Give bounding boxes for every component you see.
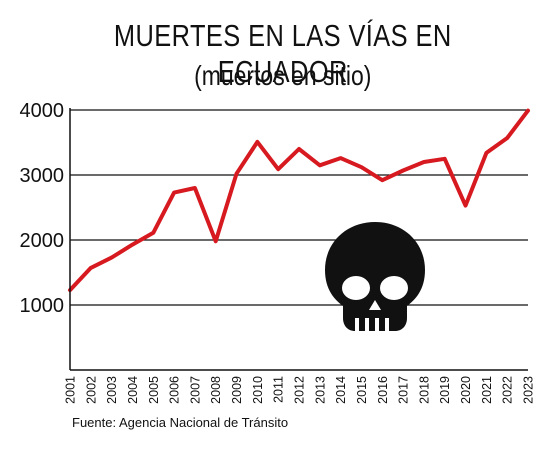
x-tick-label-2008: 2008 [209,376,223,404]
data-point-2019 [443,157,447,161]
data-point-2012 [297,147,301,151]
data-point-2022 [505,136,509,140]
gridlines [70,109,528,306]
data-point-2005 [151,231,155,235]
x-tick-label-2005: 2005 [147,376,161,404]
data-point-2014 [339,156,343,160]
x-axis-tick-labels: 2001 2002 2003 2004 2005 2006 2007 2008 2009 2010… [64,376,536,404]
data-point-2002 [89,266,93,270]
y-tick-label-1000: 1000 [20,295,65,317]
x-tick-label-2016: 2016 [376,376,390,404]
series-line [68,108,530,293]
y-tick-label-3000: 3000 [20,165,65,187]
x-tick-label-2019: 2019 [438,376,452,404]
x-tick-label-2018: 2018 [417,376,431,404]
data-point-2021 [484,151,488,155]
x-tick-label-2006: 2006 [168,376,182,404]
x-tick-label-2013: 2013 [313,376,327,404]
data-point-2004 [130,243,134,247]
x-tick-label-2004: 2004 [126,376,140,404]
x-tick-label-2007: 2007 [188,376,202,404]
data-point-2023 [526,109,530,113]
x-tick-label-2003: 2003 [105,376,119,404]
y-tick-label-4000: 4000 [20,100,65,122]
data-point-2010 [255,140,259,144]
skull-icon [325,222,425,332]
data-point-2016 [380,178,384,182]
data-point-2008 [214,239,218,243]
x-tick-label-2017: 2017 [397,376,411,404]
data-point-2013 [318,163,322,167]
data-point-2009 [235,172,239,176]
source-note: Fuente: Agencia Nacional de Tránsito [72,415,289,430]
x-tick-label-2001: 2001 [64,376,78,404]
y-axis-tick-labels: 1000 2000 3000 4000 [20,100,65,317]
data-point-2006 [172,191,176,195]
x-tick-label-2012: 2012 [293,376,307,404]
deaths-line [68,108,530,293]
x-tick-label-2002: 2002 [84,376,98,404]
x-tick-label-2015: 2015 [355,376,369,404]
data-point-2011 [276,167,280,171]
data-point-2007 [193,186,197,190]
chart-subtitle: (muertos en sitio) [194,60,372,91]
x-tick-label-2014: 2014 [334,376,348,404]
x-tick-label-2011: 2011 [272,376,286,403]
chart-title: MUERTES EN LAS VÍAS EN ECUADOR [113,18,452,89]
data-point-2015 [359,165,363,169]
x-tick-label-2020: 2020 [459,376,473,404]
data-point-2017 [401,168,405,172]
x-tick-label-2021: 2021 [480,376,494,404]
axes [69,108,528,371]
x-tick-label-2023: 2023 [522,376,536,404]
x-tick-label-2009: 2009 [230,376,244,404]
data-point-2018 [422,160,426,164]
x-tick-label-2010: 2010 [251,376,265,404]
x-tick-label-2022: 2022 [501,376,515,404]
y-tick-label-2000: 2000 [20,230,65,252]
data-point-2003 [110,256,114,260]
data-point-2020 [464,204,468,208]
